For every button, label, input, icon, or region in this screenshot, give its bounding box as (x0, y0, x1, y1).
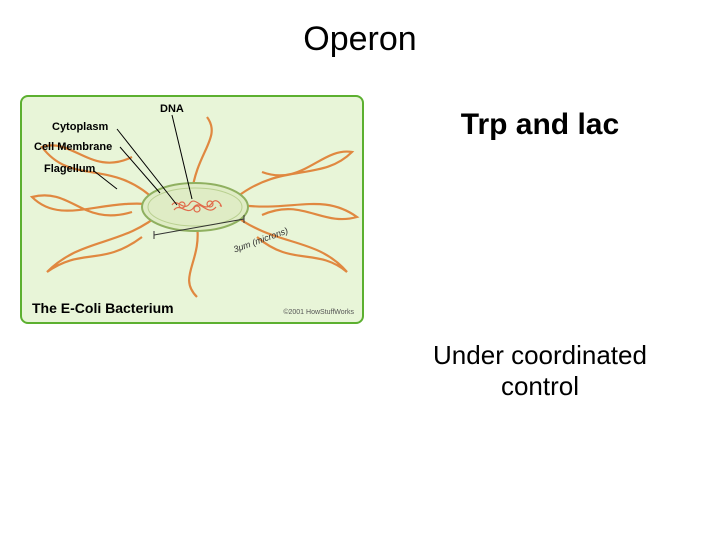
caption: Under coordinated control (380, 340, 700, 402)
page-title: Operon (0, 20, 720, 59)
label-flagellum: Flagellum (44, 163, 95, 175)
caption-line2: control (501, 371, 579, 401)
ecoli-diagram: DNA Cytoplasm Cell Membrane Flagellum 3μ… (20, 95, 364, 324)
diagram-title: The E-Coli Bacterium (32, 300, 174, 316)
caption-line1: Under coordinated (433, 340, 647, 370)
copyright-text: ©2001 HowStuffWorks (283, 309, 354, 316)
label-cytoplasm: Cytoplasm (52, 121, 108, 133)
label-membrane: Cell Membrane (34, 141, 112, 153)
label-dna: DNA (160, 103, 184, 115)
subtitle: Trp and lac (380, 108, 700, 142)
